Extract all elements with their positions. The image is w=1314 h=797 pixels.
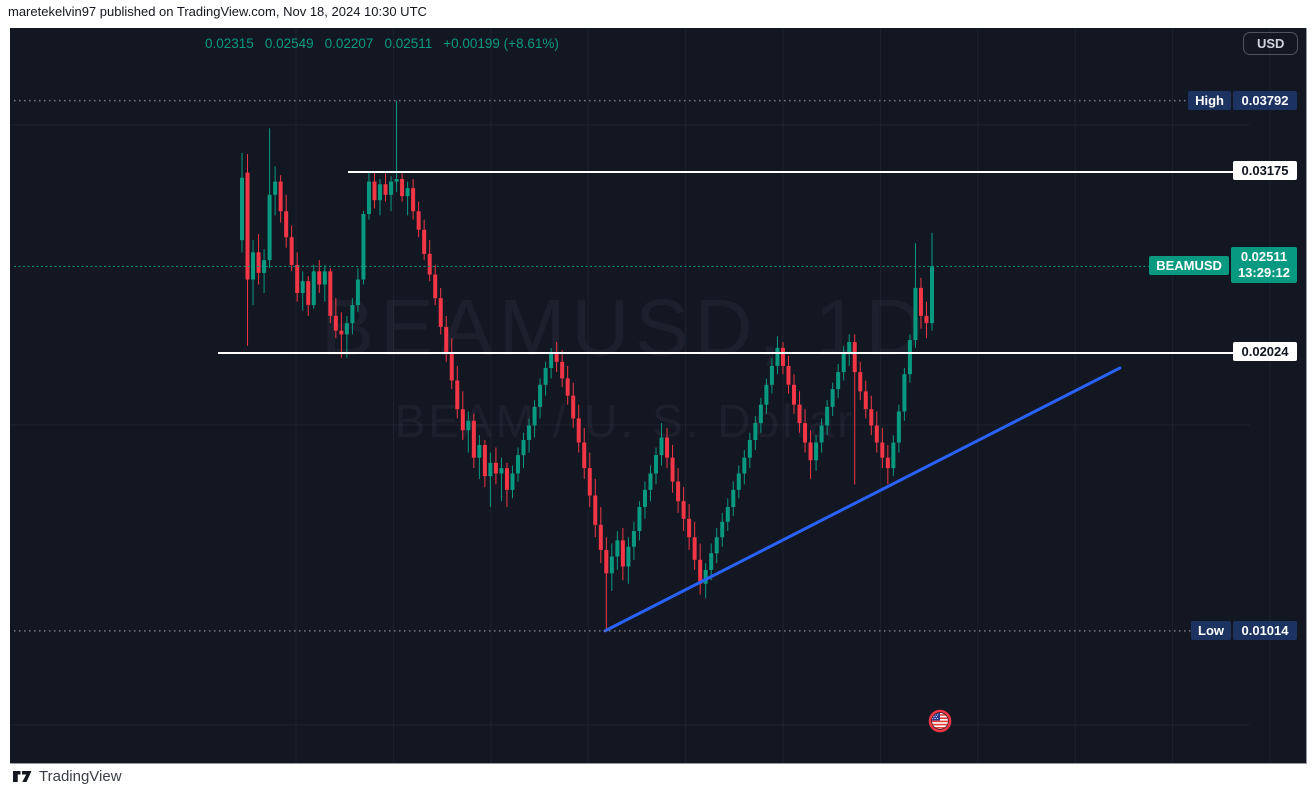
ohlc-low: 0.02207 — [324, 36, 374, 51]
support-price-tag: 0.02024 — [1233, 342, 1297, 361]
last-price-tag: BEAMUSD 0.02511 13:29:12 — [1149, 247, 1297, 284]
low-label: Low — [1191, 620, 1231, 640]
tradingview-footer-link[interactable]: TradingView — [12, 767, 122, 786]
low-value: 0.01014 — [1233, 620, 1297, 640]
ohlc-change: +0.00199 (+8.61%) — [443, 36, 559, 51]
tradingview-logo-icon — [12, 767, 33, 786]
attribution-text: maretekelvin97 published on TradingView.… — [8, 4, 427, 19]
resistance-price-tag: 0.03175 — [1233, 161, 1297, 180]
support-value: 0.02024 — [1233, 342, 1297, 361]
ohlc-readout: 0.02315 0.02549 0.02207 0.02511 +0.00199… — [205, 36, 559, 51]
chart-panel: BEAMUSD, 1D BEAM / U. S. Dollar 0.02315 … — [10, 28, 1307, 764]
high-price-tag: High 0.03792 — [1188, 90, 1297, 110]
currency-usd-button[interactable]: USD — [1243, 32, 1299, 55]
last-price-box: 0.02511 13:29:12 — [1230, 247, 1297, 284]
high-value: 0.03792 — [1233, 90, 1297, 110]
us-flag-icon[interactable] — [928, 709, 952, 733]
candlestick-chart-surface[interactable] — [10, 28, 1306, 763]
bar-countdown: 13:29:12 — [1237, 265, 1290, 281]
ohlc-high: 0.02549 — [264, 36, 314, 51]
ohlc-open: 0.02315 — [205, 36, 254, 51]
tradingview-brand-text: TradingView — [39, 768, 122, 785]
ohlc-close: 0.02511 — [384, 36, 433, 51]
low-price-tag: Low 0.01014 — [1191, 620, 1297, 640]
symbol-badge: BEAMUSD — [1149, 255, 1229, 275]
last-price-value: 0.02511 — [1240, 249, 1288, 265]
high-label: High — [1188, 90, 1231, 110]
resistance-value: 0.03175 — [1233, 161, 1297, 180]
